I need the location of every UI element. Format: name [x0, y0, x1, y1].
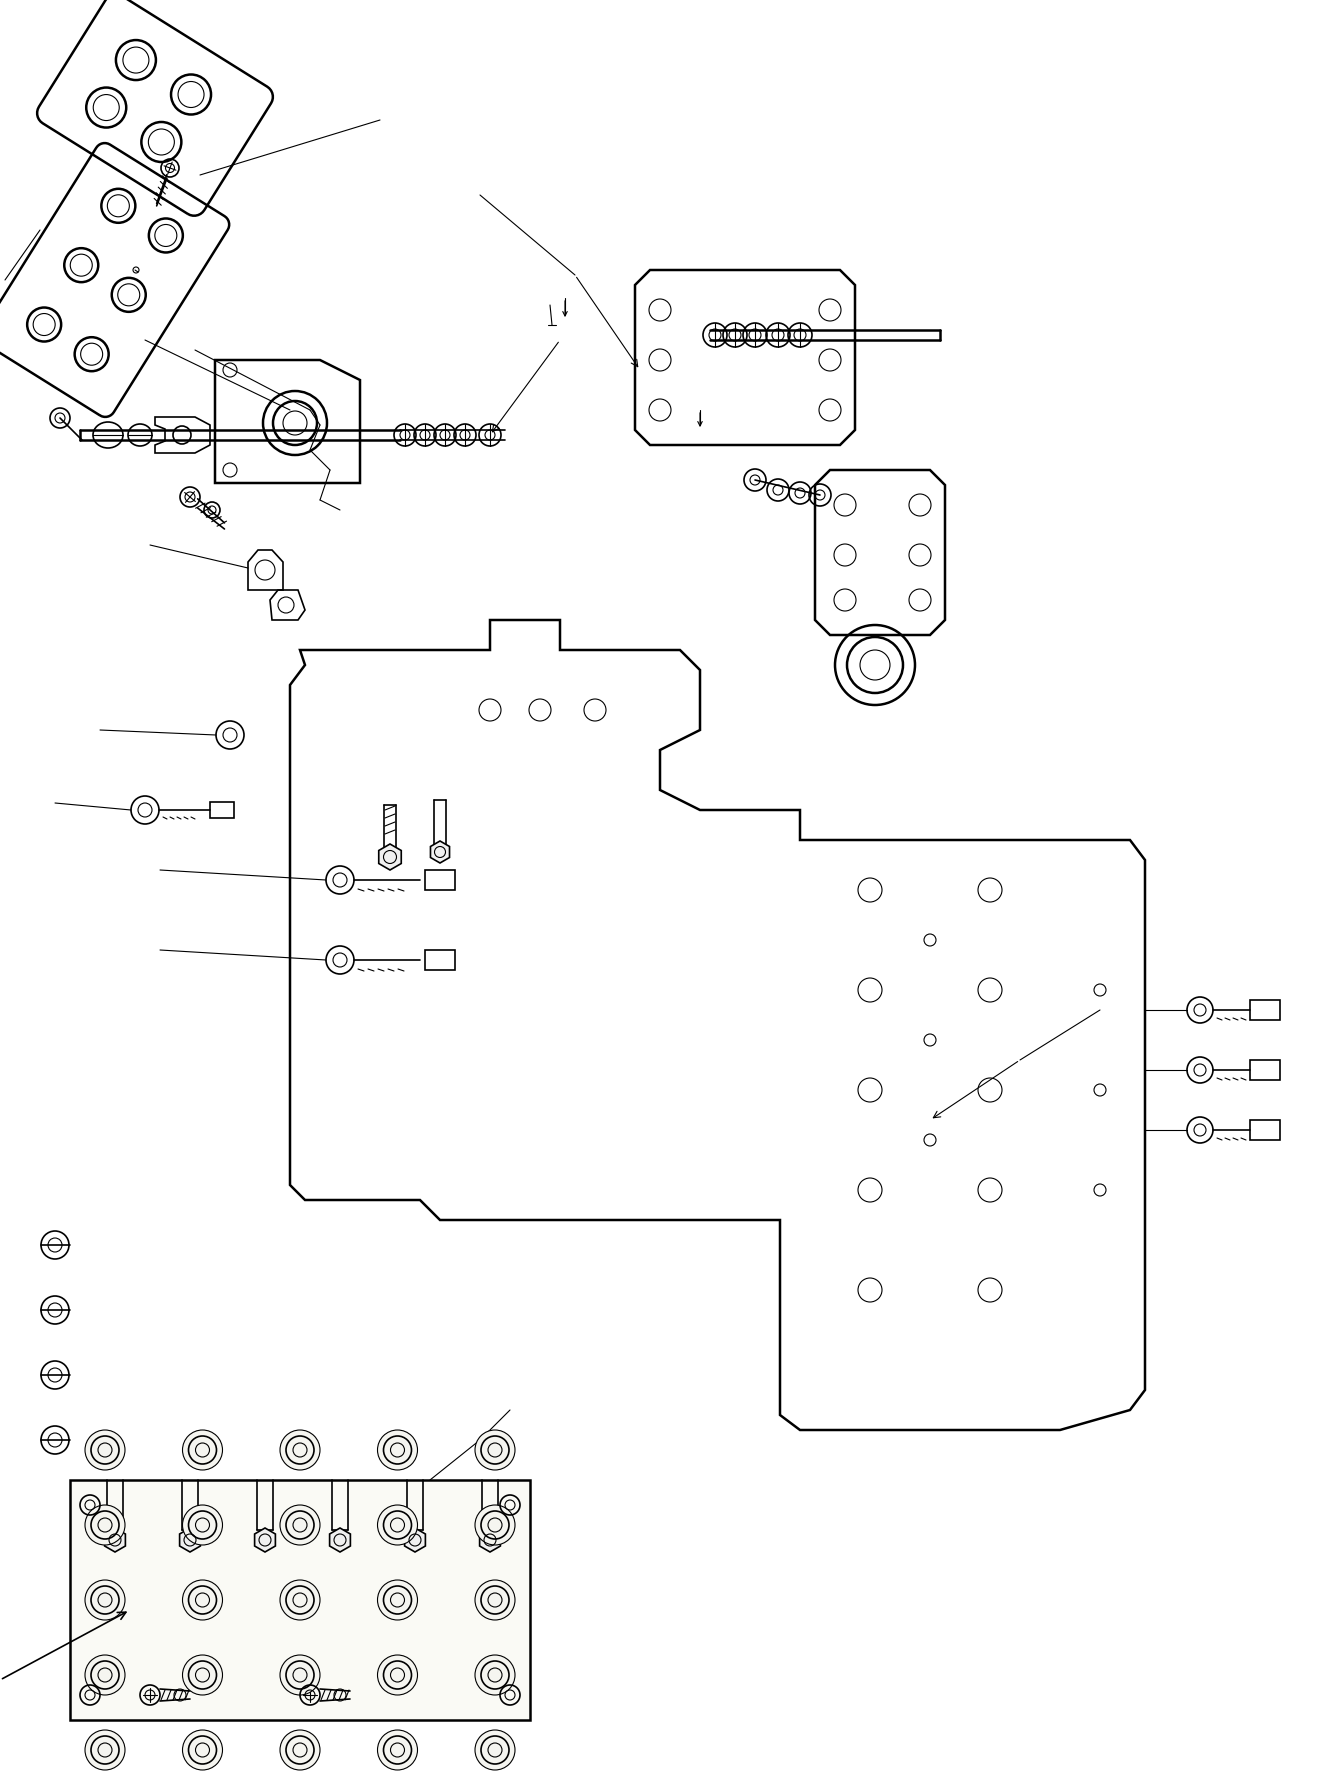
Circle shape — [84, 1655, 125, 1694]
Polygon shape — [404, 1527, 426, 1552]
Circle shape — [475, 1581, 516, 1620]
Circle shape — [280, 1430, 320, 1470]
Polygon shape — [479, 1527, 501, 1552]
Polygon shape — [379, 845, 402, 869]
Polygon shape — [254, 1527, 276, 1552]
Circle shape — [378, 1730, 418, 1771]
Polygon shape — [329, 1527, 351, 1552]
Circle shape — [378, 1581, 418, 1620]
Circle shape — [182, 1730, 222, 1771]
Circle shape — [378, 1430, 418, 1470]
Circle shape — [84, 1430, 125, 1470]
Circle shape — [280, 1655, 320, 1694]
Polygon shape — [430, 841, 450, 862]
Circle shape — [475, 1730, 516, 1771]
Circle shape — [84, 1730, 125, 1771]
Circle shape — [280, 1504, 320, 1545]
Polygon shape — [179, 1527, 201, 1552]
Circle shape — [378, 1655, 418, 1694]
Polygon shape — [70, 1479, 530, 1719]
Circle shape — [280, 1730, 320, 1771]
Polygon shape — [104, 1527, 126, 1552]
Circle shape — [84, 1504, 125, 1545]
Circle shape — [182, 1430, 222, 1470]
Circle shape — [475, 1504, 516, 1545]
Circle shape — [280, 1581, 320, 1620]
Circle shape — [182, 1655, 222, 1694]
Circle shape — [182, 1581, 222, 1620]
Circle shape — [475, 1655, 516, 1694]
Circle shape — [475, 1430, 516, 1470]
Circle shape — [84, 1581, 125, 1620]
Circle shape — [182, 1504, 222, 1545]
Circle shape — [378, 1504, 418, 1545]
